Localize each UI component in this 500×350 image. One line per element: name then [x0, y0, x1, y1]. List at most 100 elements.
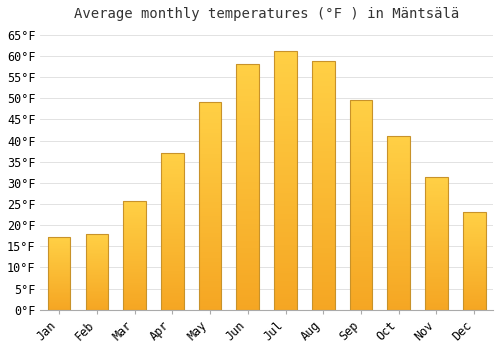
Bar: [350, 138, 372, 140]
Bar: [388, 230, 410, 231]
Bar: [236, 175, 259, 177]
Bar: [236, 251, 259, 253]
Bar: [199, 104, 222, 106]
Bar: [350, 228, 372, 230]
Bar: [312, 66, 334, 69]
Bar: [199, 127, 222, 129]
Bar: [350, 249, 372, 251]
Bar: [161, 257, 184, 258]
Bar: [124, 223, 146, 224]
Bar: [350, 144, 372, 146]
Bar: [274, 113, 297, 116]
Bar: [48, 285, 70, 286]
Bar: [463, 271, 485, 272]
Bar: [236, 64, 259, 66]
Bar: [124, 275, 146, 276]
Bar: [124, 208, 146, 209]
Bar: [199, 250, 222, 252]
Bar: [350, 102, 372, 104]
Bar: [86, 238, 108, 239]
Bar: [425, 299, 448, 300]
Bar: [274, 141, 297, 144]
Bar: [388, 177, 410, 179]
Bar: [236, 108, 259, 111]
Bar: [425, 218, 448, 220]
Bar: [161, 222, 184, 224]
Bar: [236, 158, 259, 160]
Bar: [388, 308, 410, 310]
Bar: [236, 194, 259, 197]
Bar: [236, 298, 259, 300]
Bar: [236, 236, 259, 238]
Bar: [274, 258, 297, 260]
Bar: [388, 174, 410, 176]
Bar: [86, 259, 108, 260]
Bar: [425, 205, 448, 206]
Bar: [388, 221, 410, 223]
Bar: [199, 208, 222, 210]
Bar: [86, 281, 108, 282]
Bar: [199, 181, 222, 183]
Bar: [312, 168, 334, 170]
Bar: [124, 299, 146, 300]
Bar: [425, 246, 448, 247]
Bar: [274, 82, 297, 84]
Bar: [124, 232, 146, 233]
Bar: [274, 58, 297, 61]
Bar: [274, 105, 297, 108]
Bar: [312, 158, 334, 160]
Bar: [463, 278, 485, 279]
Bar: [312, 155, 334, 158]
Bar: [312, 195, 334, 198]
Bar: [274, 178, 297, 180]
Bar: [350, 112, 372, 114]
Bar: [236, 229, 259, 231]
Bar: [161, 277, 184, 278]
Bar: [86, 261, 108, 262]
Bar: [86, 245, 108, 246]
Bar: [312, 98, 334, 101]
Bar: [199, 264, 222, 266]
Bar: [86, 294, 108, 295]
Bar: [350, 140, 372, 142]
Bar: [388, 254, 410, 256]
Bar: [48, 268, 70, 269]
Bar: [388, 237, 410, 238]
Bar: [161, 283, 184, 285]
Bar: [161, 231, 184, 233]
Bar: [124, 258, 146, 259]
Bar: [312, 93, 334, 96]
Bar: [350, 159, 372, 161]
Bar: [388, 292, 410, 294]
Bar: [236, 66, 259, 69]
Bar: [161, 225, 184, 227]
Bar: [274, 123, 297, 126]
Bar: [236, 86, 259, 89]
Bar: [425, 213, 448, 215]
Bar: [388, 181, 410, 183]
Bar: [161, 233, 184, 235]
Bar: [274, 214, 297, 217]
Bar: [124, 281, 146, 282]
Bar: [124, 202, 146, 203]
Bar: [199, 306, 222, 308]
Bar: [312, 267, 334, 270]
Bar: [86, 241, 108, 242]
Bar: [48, 249, 70, 250]
Bar: [86, 275, 108, 276]
Bar: [48, 246, 70, 247]
Bar: [236, 113, 259, 116]
Bar: [312, 91, 334, 93]
Bar: [124, 293, 146, 294]
Bar: [86, 251, 108, 252]
Bar: [124, 231, 146, 232]
Bar: [86, 265, 108, 266]
Bar: [425, 208, 448, 209]
Bar: [312, 78, 334, 81]
Bar: [312, 228, 334, 230]
Bar: [124, 300, 146, 301]
Bar: [388, 263, 410, 265]
Bar: [274, 294, 297, 297]
Bar: [350, 192, 372, 194]
Bar: [161, 213, 184, 214]
